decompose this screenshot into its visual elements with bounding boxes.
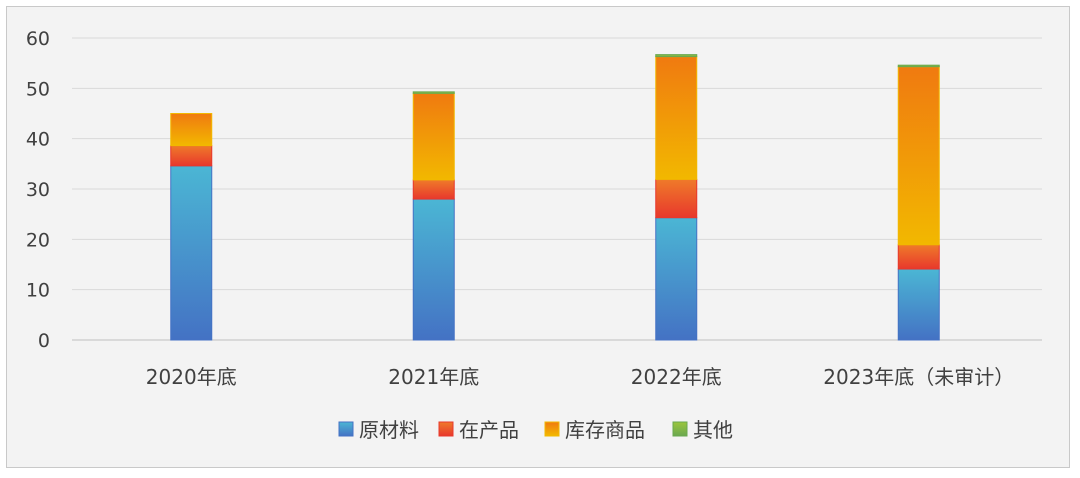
x-axis: 2020年底 2021年底 2022年底 2023年底（未审计）: [146, 365, 1014, 389]
legend-label: 在产品: [459, 418, 519, 442]
y-tick-label: 0: [38, 330, 50, 352]
bar-segment: [655, 56, 698, 180]
bar-segment: [655, 217, 698, 341]
bar-segment: [170, 145, 213, 167]
bar-segment: [170, 165, 213, 341]
bar-segment: [897, 268, 940, 341]
y-axis: 0 10 20 30 40 50 60: [26, 28, 50, 352]
bar-segment: [897, 66, 940, 246]
legend-label: 原材料: [359, 418, 419, 442]
bar-segment: [170, 113, 213, 147]
bar-segment: [412, 179, 455, 200]
legend-label: 其他: [693, 418, 733, 442]
x-category-label: 2020年底: [146, 365, 237, 389]
bar-segment: [412, 198, 455, 341]
legend-swatch: [672, 421, 688, 437]
bar-segment: [897, 64, 940, 68]
x-category-label: 2023年底（未审计）: [823, 365, 1014, 389]
legend-swatch: [438, 421, 454, 437]
x-category-label: 2021年底: [388, 365, 479, 389]
y-tick-label: 40: [26, 129, 50, 151]
y-tick-label: 50: [26, 78, 50, 100]
bars: [170, 54, 940, 341]
legend-item: 在产品: [438, 418, 519, 442]
y-tick-label: 60: [26, 28, 50, 50]
bar-segment: [412, 92, 455, 181]
legend-swatch: [544, 421, 560, 437]
bar-segment: [412, 91, 455, 94]
x-category-label: 2022年底: [631, 365, 722, 389]
legend-label: 库存商品: [565, 418, 645, 442]
bar-segment: [655, 178, 698, 219]
legend-swatch: [338, 421, 354, 437]
legend-item: 原材料: [338, 418, 419, 442]
y-tick-label: 20: [26, 229, 50, 251]
gridlines: [72, 37, 1042, 341]
legend: 原材料 在产品 库存商品 其他: [338, 418, 733, 442]
y-tick-label: 30: [26, 179, 50, 201]
bar-segment: [655, 54, 698, 58]
bar-segment: [897, 244, 940, 270]
legend-item: 其他: [672, 418, 733, 442]
y-tick-label: 10: [26, 280, 50, 302]
legend-item: 库存商品: [544, 418, 645, 442]
